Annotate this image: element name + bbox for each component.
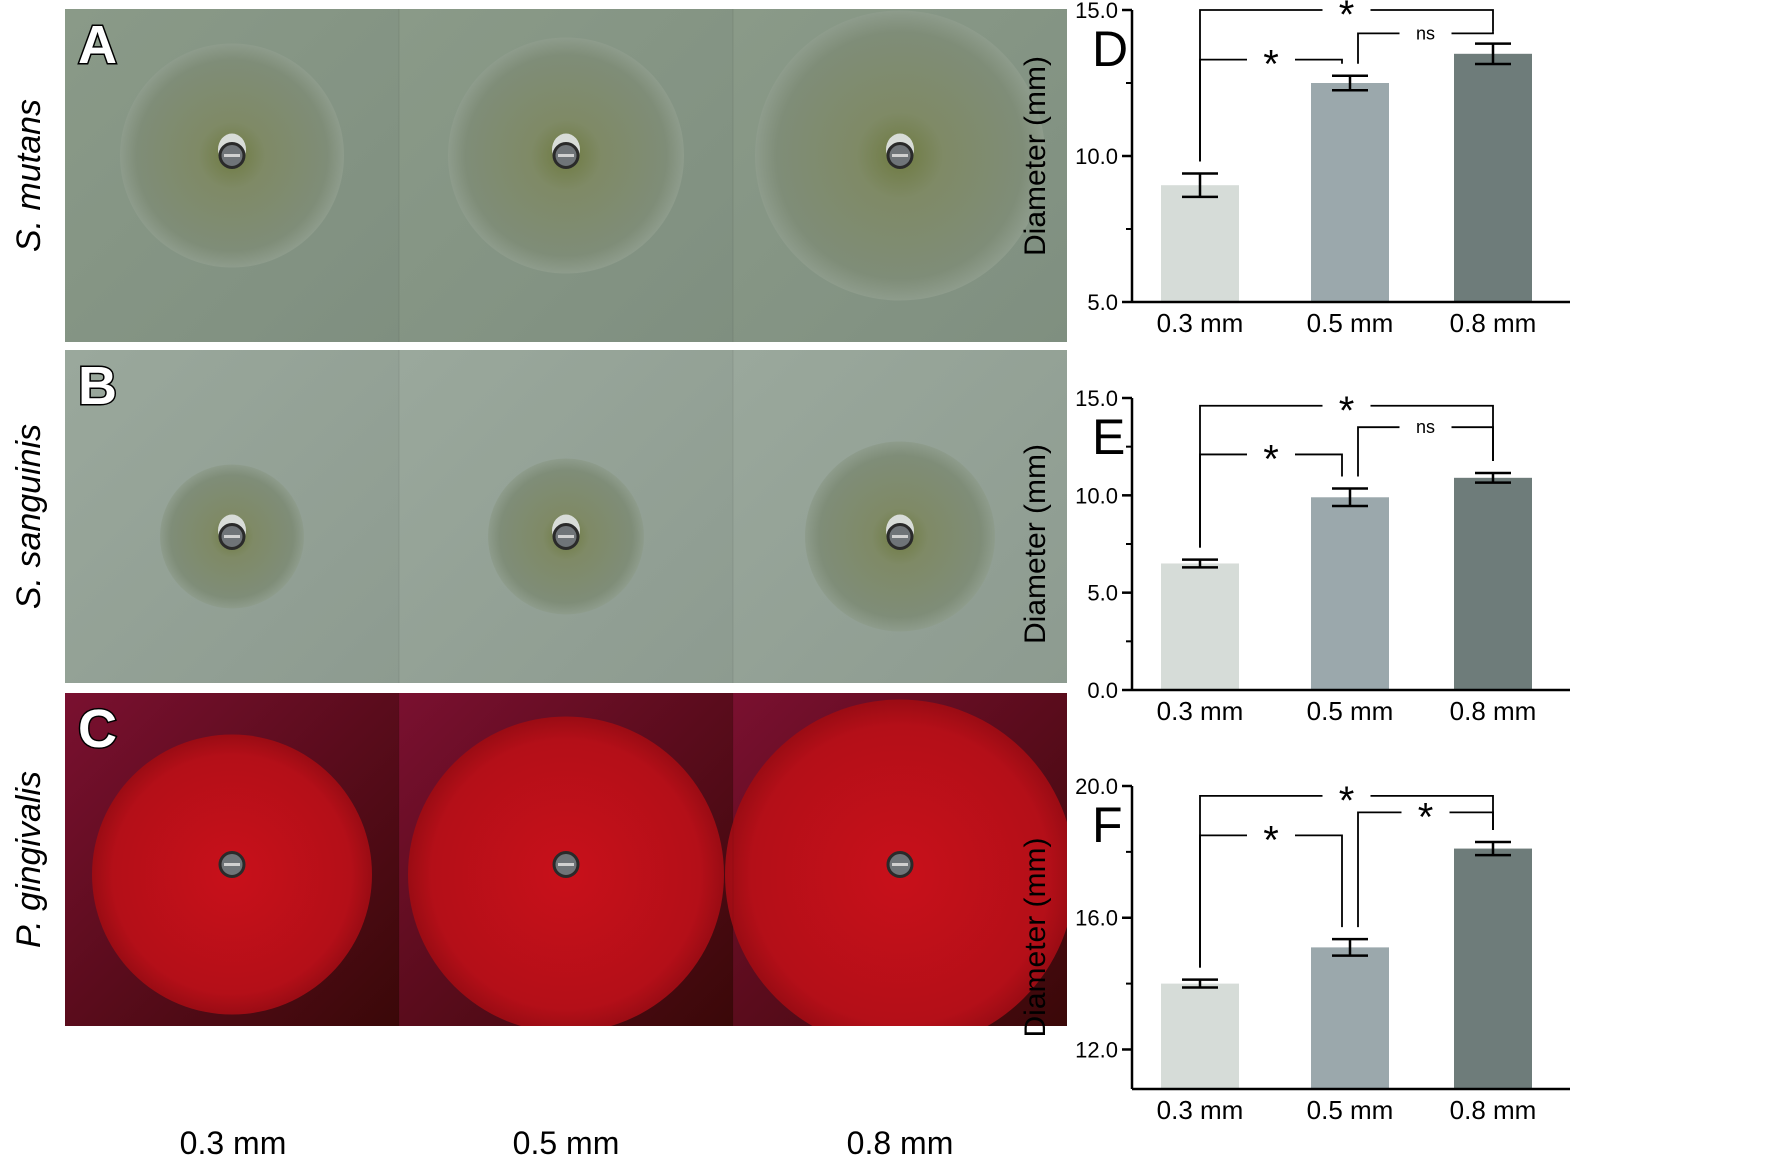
photo-cell xyxy=(733,350,1067,683)
photo-cell xyxy=(733,9,1067,342)
photo-cell xyxy=(399,350,733,683)
organism-label-a: S. mutans xyxy=(0,9,60,342)
bar-0 xyxy=(1161,983,1239,1089)
y-axis-label: Diameter (mm) xyxy=(1019,838,1052,1038)
organism-label-b: S. sanguinis xyxy=(0,350,60,683)
y-tick-label: 10.0 xyxy=(1075,144,1118,169)
chart-svg: Diameter (mm) 5.0 10.0 15.0 0.3 mm 0.5 mm 0.8 … xyxy=(1019,0,1570,338)
significance-label: * xyxy=(1339,0,1355,37)
chart-svg: Diameter (mm) 12.0 16.0 20.0 0.3 mm 0.5 mm 0.8… xyxy=(1019,774,1570,1125)
column-label-05: 0.5 mm xyxy=(512,1125,620,1161)
x-tick-label: 0.3 mm xyxy=(1157,1095,1244,1125)
significance-label: * xyxy=(1263,437,1279,481)
y-tick-label: 5.0 xyxy=(1087,290,1118,315)
y-tick-label: 16.0 xyxy=(1075,906,1118,931)
y-tick-label: 0.0 xyxy=(1087,678,1118,703)
significance-label: * xyxy=(1339,389,1355,433)
significance-bracket xyxy=(1199,9,1494,162)
bar-chart-d: Diameter (mm) 5.0 10.0 15.0 0.3 mm 0.5 mm 0.8 … xyxy=(1019,0,1772,380)
y-tick-label: 5.0 xyxy=(1087,581,1118,606)
y-tick-label: 20.0 xyxy=(1075,774,1118,799)
photo-cell xyxy=(399,693,733,1026)
significance-label: * xyxy=(1339,779,1355,823)
bar-1 xyxy=(1311,497,1389,690)
y-tick-label: 10.0 xyxy=(1075,483,1118,508)
x-tick-label: 0.8 mm xyxy=(1450,308,1537,338)
photo-cell xyxy=(65,693,399,1026)
chart-svg: Diameter (mm) 0.0 5.0 10.0 15.0 0.3 mm 0.5 mm 0… xyxy=(1019,386,1570,726)
x-tick-label: 0.3 mm xyxy=(1157,308,1244,338)
organism-label-c: P. gingivalis xyxy=(0,693,60,1026)
photo-panel-b xyxy=(65,350,1067,683)
y-tick-label: 15.0 xyxy=(1075,0,1118,23)
bar-1 xyxy=(1311,947,1389,1089)
bar-0 xyxy=(1161,563,1239,690)
panel-letter-c: C xyxy=(77,698,119,761)
organism-label-c-text: P. gingivalis xyxy=(10,770,49,949)
y-axis-label: Diameter (mm) xyxy=(1019,444,1052,644)
column-label-08: 0.8 mm xyxy=(846,1125,954,1161)
bar-2 xyxy=(1454,53,1532,302)
panel-letter-e: E xyxy=(1092,409,1126,465)
x-tick-label: 0.8 mm xyxy=(1450,696,1537,726)
y-axis-label: Diameter (mm) xyxy=(1019,56,1052,256)
photo-cell xyxy=(65,350,399,683)
bar-0 xyxy=(1161,185,1239,302)
photo-cell xyxy=(65,9,399,342)
significance-label: ns xyxy=(1416,23,1435,43)
y-tick-label: 12.0 xyxy=(1075,1037,1118,1062)
organism-label-a-text: S. mutans xyxy=(10,98,49,253)
panel-letter-d: D xyxy=(1092,21,1129,77)
x-tick-label: 0.3 mm xyxy=(1157,696,1244,726)
significance-label: * xyxy=(1263,818,1279,862)
organism-label-b-text: S. sanguinis xyxy=(10,423,49,610)
bar-2 xyxy=(1454,848,1532,1089)
significance-bracket xyxy=(1199,794,1494,968)
x-tick-label: 0.5 mm xyxy=(1307,1095,1394,1125)
panel-letter-a: A xyxy=(77,14,119,77)
significance-bracket xyxy=(1199,404,1494,548)
significance-label: * xyxy=(1263,43,1279,87)
photo-cell xyxy=(725,693,1067,1026)
bar-1 xyxy=(1311,83,1389,302)
bar-chart-f: Diameter (mm) 12.0 16.0 20.0 0.3 mm 0.5 mm 0.8… xyxy=(1019,774,1772,1158)
x-tick-label: 0.8 mm xyxy=(1450,1095,1537,1125)
y-tick-label: 15.0 xyxy=(1075,386,1118,411)
bar-chart-e: Diameter (mm) 0.0 5.0 10.0 15.0 0.3 mm 0.5 mm 0… xyxy=(1019,386,1772,768)
significance-label: ns xyxy=(1416,417,1435,437)
panel-letter-b: B xyxy=(77,355,119,418)
bar-2 xyxy=(1454,477,1532,690)
photo-panel-c xyxy=(65,693,1067,1026)
significance-bracket xyxy=(1357,31,1494,64)
x-tick-label: 0.5 mm xyxy=(1307,696,1394,726)
photo-cell xyxy=(399,9,733,342)
photo-strip xyxy=(65,693,1067,1026)
photo-panel-a xyxy=(65,9,1067,342)
significance-label: * xyxy=(1418,795,1434,839)
x-tick-label: 0.5 mm xyxy=(1307,308,1394,338)
photo-strip xyxy=(65,9,1067,342)
column-label-03: 0.3 mm xyxy=(179,1125,287,1161)
panel-letter-f: F xyxy=(1092,797,1123,853)
photo-strip xyxy=(65,350,1067,683)
